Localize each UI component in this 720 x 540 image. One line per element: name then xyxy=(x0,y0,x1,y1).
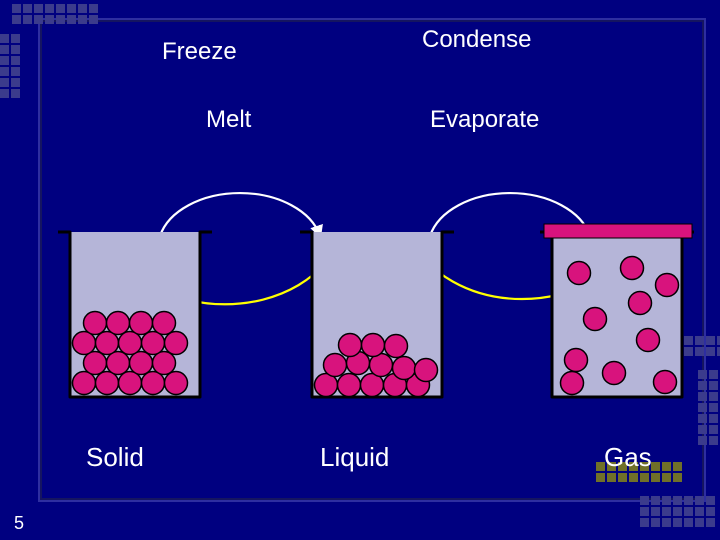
gas-cover xyxy=(544,224,692,238)
phase-diagram xyxy=(0,0,720,540)
slide: Freeze Condense Melt Evaporate Solid Liq… xyxy=(0,0,720,540)
slide-number: 5 xyxy=(14,513,24,534)
